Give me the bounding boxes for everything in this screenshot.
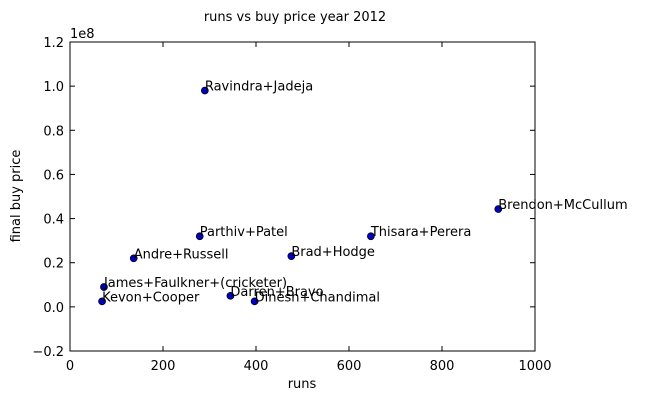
data-point-label: Parthiv+Patel [200,225,288,240]
data-point [226,291,235,300]
data-point [494,205,503,213]
data-point [195,232,204,241]
data-point [367,232,375,241]
x-axis-label: runs [288,377,317,392]
data-point-label: Brad+Hodge [291,245,375,260]
plot-area-frame [69,41,536,352]
data-point-label: Dinesh+Chandimal [255,290,380,305]
x-tick-label: 0 [66,359,74,374]
x-axis-ticks: 0 200 400 600 800 1000 [66,42,552,374]
y-tick-label: 1.0 [43,80,64,95]
y-tick-label: 0.6 [43,168,64,183]
chart-title: runs vs buy price year 2012 [204,10,386,25]
data-point-label: Brendon+McCullum [498,198,627,213]
y-tick-label: −0.2 [32,345,64,360]
data-points [98,86,503,306]
data-point [250,297,259,306]
data-point [129,254,138,263]
x-tick-label: 600 [337,359,362,374]
data-point-label: James+Faulkner+(cricketer) [103,276,287,291]
data-point-label: Ravindra+Jadeja [205,80,313,95]
data-point [201,86,209,95]
data-point-label: Thisara+Perera [370,225,471,240]
y-tick-label: 0.4 [43,213,64,228]
x-tick-label: 1000 [518,359,551,374]
data-point [98,297,106,306]
y-tick-label: 0.2 [43,257,64,272]
y-axis-ticks: −0.2 0.0 0.2 0.4 0.6 0.8 1.0 1.2 [32,36,535,360]
point-labels: Ravindra+Jadeja Brendon+McCullum Thisara+P… [102,80,628,306]
data-point [287,252,296,260]
y-tick-label: 1.2 [43,36,64,51]
data-point-label: Andre+Russell [134,247,229,262]
y-axis-label: final buy price [9,150,24,243]
x-tick-label: 400 [244,359,269,374]
y-tick-label: 0.8 [43,124,64,139]
data-point-label: Kevon+Cooper [102,290,200,305]
y-tick-label: 0.0 [43,301,64,316]
data-point-label: Darren+Bravo [230,285,323,300]
y-offset-label: 1e8 [70,27,95,42]
x-tick-label: 800 [430,359,455,374]
x-tick-label: 200 [151,359,176,374]
data-point [100,283,108,291]
